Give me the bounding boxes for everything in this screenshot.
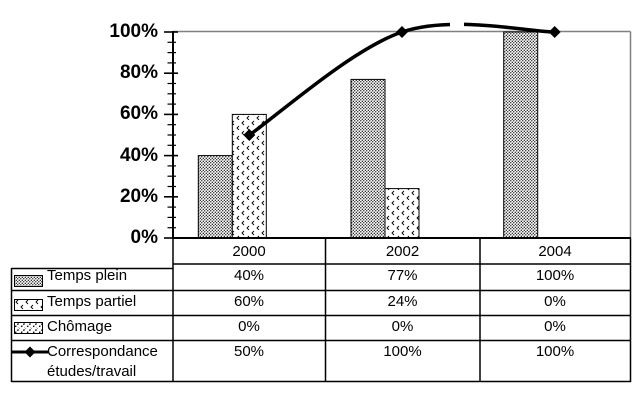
row-label-correspondance: Correspondance études/travail xyxy=(47,343,158,380)
y-axis-ticks-group xyxy=(164,31,178,239)
bar-2000-series0 xyxy=(197,155,233,239)
y-axis-label-100: 100% xyxy=(109,21,158,42)
diamond-marker-2004 xyxy=(548,26,561,38)
legend-swatch-temps-plein-icon xyxy=(14,275,43,287)
bars-group xyxy=(197,31,539,239)
y-axis-label-40: 40% xyxy=(119,145,158,166)
diamond-marker-2000 xyxy=(243,129,256,141)
y-axis-label-20: 20% xyxy=(119,186,158,207)
table-value: 60% xyxy=(233,293,265,310)
bar-2004-series0 xyxy=(503,31,539,239)
line-smoothing-gap-artifact xyxy=(450,16,464,28)
legend-swatch-temps-partiel-icon xyxy=(14,299,43,311)
legend-swatch-line-diamond-icon xyxy=(12,346,48,358)
table-value: 0% xyxy=(544,293,566,310)
year-header-2002: 2002 xyxy=(385,243,420,260)
table-value: 0% xyxy=(391,318,414,335)
row-label-temps-partiel: Temps partiel xyxy=(47,293,137,310)
year-header-2000: 2000 xyxy=(232,243,266,260)
diamond-marker-2002 xyxy=(396,26,408,38)
table-value: 77% xyxy=(387,267,418,284)
axes xyxy=(172,31,631,239)
bar-2002-series1 xyxy=(384,188,420,239)
table-value: 50% xyxy=(233,343,265,360)
table-value: 100% xyxy=(535,343,575,360)
row-label-temps-plein: Temps plein xyxy=(47,267,128,284)
table-value: 0% xyxy=(238,318,260,335)
table-value: 0% xyxy=(544,318,566,335)
y-axis-label-60: 60% xyxy=(119,103,158,124)
y-axis-label-80: 80% xyxy=(119,62,158,83)
table-value: 100% xyxy=(383,343,422,360)
table-value: 40% xyxy=(233,267,265,284)
table-value: 100% xyxy=(535,267,575,284)
bar-2002-series0 xyxy=(350,78,386,239)
table-grid xyxy=(10,238,632,383)
table-value: 24% xyxy=(387,293,418,310)
legend-swatch-chomage-icon xyxy=(14,322,43,334)
year-header-2004: 2004 xyxy=(538,243,572,260)
row-label-chomage: Chômage xyxy=(47,318,113,335)
line-markers-group xyxy=(243,26,561,141)
y-axis-label-0: 0% xyxy=(130,227,158,248)
